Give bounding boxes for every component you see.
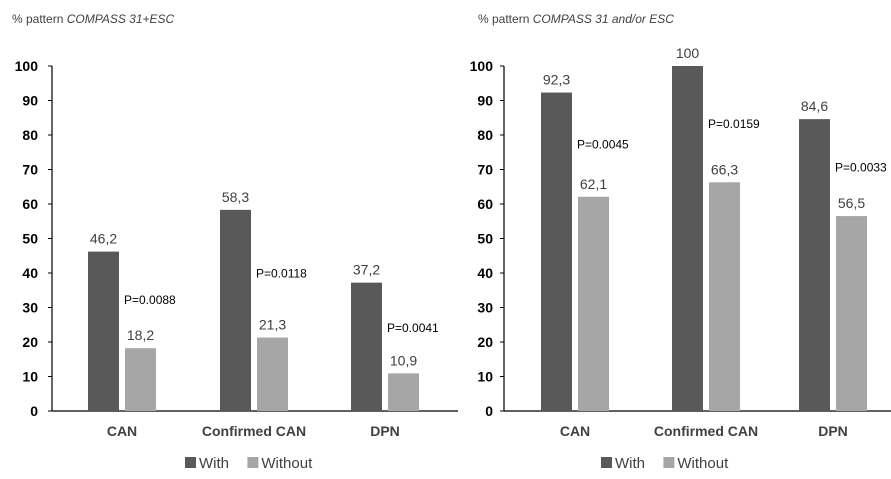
- p-value-label: P=0.0118: [256, 267, 307, 281]
- y-tick-label: 100: [15, 58, 39, 74]
- bar-value-label: 58,3: [222, 189, 249, 205]
- chart-title-italic: COMPASS 31+ESC: [67, 12, 175, 26]
- bar-with: [351, 282, 382, 411]
- bar-value-label: 84,6: [801, 98, 828, 114]
- bar-value-label: 62,1: [580, 176, 607, 192]
- y-tick-label: 90: [477, 93, 493, 109]
- bar-with: [541, 92, 572, 411]
- bar-value-label: 56,5: [838, 195, 865, 211]
- bar-without: [125, 348, 156, 411]
- bar-value-label: 46,2: [90, 231, 117, 247]
- x-category-label: CAN: [107, 423, 137, 439]
- bar-value-label: 92,3: [543, 72, 570, 88]
- y-tick-label: 100: [470, 58, 494, 74]
- y-tick-label: 30: [477, 300, 493, 316]
- p-value-label: P=0.0045: [577, 138, 629, 152]
- y-tick-label: 50: [477, 231, 493, 247]
- y-tick-label: 40: [477, 265, 493, 281]
- x-category-label: Confirmed CAN: [654, 423, 758, 439]
- y-tick-label: 80: [477, 127, 493, 143]
- x-category-label: CAN: [560, 423, 590, 439]
- y-tick-label: 0: [30, 403, 38, 419]
- y-tick-label: 70: [22, 162, 38, 178]
- legend-swatch-without: [247, 457, 259, 468]
- bar-value-label: 18,2: [127, 327, 154, 343]
- bar-value-label: 21,3: [259, 317, 286, 333]
- chart-panel-2: % pattern COMPASS 31 and/or ESC 0 10 20 30 40…: [470, 12, 891, 472]
- x-category-label: Confirmed CAN: [202, 423, 306, 439]
- legend-label-without: Without: [261, 455, 313, 472]
- y-tick-label: 90: [22, 93, 38, 109]
- bar-without: [257, 337, 288, 411]
- legend-swatch-with: [185, 457, 196, 468]
- y-tick-label: 10: [477, 369, 493, 385]
- legend-label-with: With: [615, 455, 645, 472]
- p-value-label: P=0.0041: [387, 321, 439, 335]
- bar-with: [88, 251, 119, 411]
- legend-swatch-with: [601, 457, 612, 468]
- y-tick-label: 70: [477, 162, 493, 178]
- bar-value-label: 37,2: [353, 262, 380, 278]
- bar-without: [709, 182, 740, 411]
- chart-panel-1: % pattern COMPASS 31+ESC 0 10 20 30 40 50 60 70 8…: [12, 12, 458, 472]
- chart-title-prefix: % pattern: [12, 12, 67, 26]
- bar-with: [672, 66, 703, 411]
- y-tick-label: 80: [22, 127, 38, 143]
- p-value-label: P=0.0159: [708, 117, 760, 131]
- chart-title: % pattern COMPASS 31 and/or ESC: [478, 12, 674, 26]
- bar-without: [578, 196, 609, 411]
- y-tick-label: 30: [22, 300, 38, 316]
- y-tick-label: 20: [22, 334, 38, 350]
- y-tick-label: 60: [22, 196, 38, 212]
- p-value-label: P=0.0033: [835, 161, 887, 175]
- bar-value-label: 10,9: [390, 352, 417, 368]
- y-tick-label: 10: [22, 369, 38, 385]
- chart-title-italic: COMPASS 31 and/or ESC: [533, 12, 675, 26]
- bar-with: [799, 119, 830, 411]
- legend-label-without: Without: [677, 455, 729, 472]
- y-tick-label: 50: [22, 231, 38, 247]
- bar-value-label: 66,3: [711, 161, 738, 177]
- y-tick-label: 60: [477, 196, 493, 212]
- x-category-label: DPN: [818, 423, 848, 439]
- legend-label-with: With: [199, 455, 229, 472]
- y-tick-label: 0: [485, 403, 493, 419]
- bar-with: [220, 209, 251, 411]
- legend-swatch-without: [663, 457, 675, 468]
- bar-without: [388, 373, 419, 411]
- y-tick-label: 40: [22, 265, 38, 281]
- bar-without: [836, 216, 867, 411]
- x-category-label: DPN: [370, 423, 400, 439]
- y-tick-label: 20: [477, 334, 493, 350]
- chart-title-prefix: % pattern: [478, 12, 533, 26]
- chart-title: % pattern COMPASS 31+ESC: [12, 12, 175, 26]
- bar-value-label: 100: [676, 45, 700, 61]
- p-value-label: P=0.0088: [124, 293, 176, 307]
